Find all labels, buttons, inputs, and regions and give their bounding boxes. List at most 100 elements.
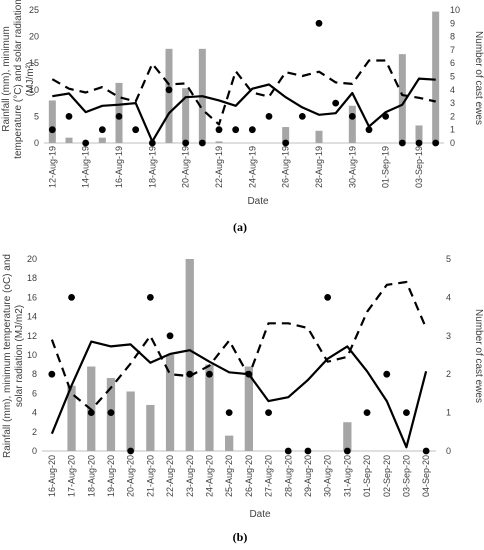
- chart-b-dot: [403, 409, 410, 416]
- chart-b-lines: [50, 280, 428, 449]
- chart-b-caption: (b): [233, 530, 248, 544]
- chart-b-dot: [363, 409, 371, 416]
- chart-a-solid-line: [52, 77, 436, 143]
- chart-b-dot: [146, 294, 154, 301]
- chart-a-bar: [182, 88, 190, 143]
- chart-a-bar: [115, 82, 123, 143]
- chart-b-bar: [67, 385, 76, 451]
- chart-a-bar: [165, 48, 173, 143]
- chart-a-dot: [165, 86, 173, 94]
- chart-b-dot: [343, 447, 351, 455]
- chart-b-bar: [343, 422, 352, 451]
- chart-a-y2label: Number of cast ewes: [473, 31, 484, 125]
- chart-a-dot: [348, 113, 356, 120]
- chart-a-dot: [215, 126, 223, 134]
- chart-a-dot: [232, 126, 240, 134]
- chart-a-bar: [282, 127, 290, 143]
- chart-a-xtick-label: 03-Sep-19: [414, 146, 424, 188]
- chart-b-bar: [225, 435, 234, 451]
- chart-b-bar: [205, 364, 214, 451]
- chart-b-ytick-label: 16: [27, 292, 37, 302]
- chart-a-caption: (a): [233, 220, 247, 234]
- chart-a-y2tick-label: 1: [450, 125, 455, 135]
- chart-b-ytick-label: 18: [27, 273, 37, 283]
- chart-a-dot: [248, 126, 256, 134]
- chart-a-bar: [98, 137, 106, 143]
- chart-a-ylabel-line-1: Rainfall (mm), minimum: [1, 26, 12, 132]
- chart-b-xtick-label: 27-Aug-20: [264, 455, 274, 497]
- chart-a-bar: [348, 105, 356, 143]
- chart-b-dot: [324, 294, 332, 301]
- chart-b-ylabel-line-1: Rainfall (mm), minimum temperature (oC) …: [2, 254, 13, 458]
- chart-b-bar: [244, 366, 253, 451]
- chart-b-xtick-label: 22-Aug-20: [165, 455, 175, 497]
- chart-b-y2tick-label: 3: [446, 331, 451, 341]
- chart-b-dots: [48, 294, 430, 455]
- chart-b-xtick-label: 21-Aug-20: [145, 455, 155, 497]
- chart-a-ytick-label: 20: [29, 32, 39, 42]
- chart-b-dot: [127, 447, 135, 455]
- chart-a-dot: [98, 126, 106, 134]
- chart-a-bar: [65, 137, 73, 143]
- chart-a-ytick-label: 15: [29, 58, 39, 68]
- chart-b-y2tick-label: 0: [446, 446, 451, 456]
- chart-a-dot: [132, 126, 140, 134]
- chart-a-ytick-label: 10: [29, 85, 39, 95]
- chart-b-xtick-label: 31-Aug-20: [342, 455, 352, 497]
- chart-a-dashed-line: [51, 59, 436, 126]
- chart-a-y2tick-label: 4: [450, 85, 455, 95]
- chart-a-dot: [432, 139, 440, 147]
- chart-b-y2tick-label: 2: [446, 369, 451, 379]
- chart-a-dot: [182, 139, 190, 147]
- chart-a-lines: [51, 59, 436, 143]
- chart-a-y2tick-label: 10: [450, 5, 460, 15]
- chart-a-bar: [315, 130, 323, 143]
- chart-b-xtick-label: 03-Sep-20: [401, 455, 411, 497]
- chart-a-y2tick-label: 8: [450, 32, 455, 42]
- chart-a-bar: [215, 141, 223, 143]
- chart-a-tick-labels: 0 5 10 15 20 25 0 1 2 3 4 5 6 7 8 9 10 12-Aug-19 14-Aug-19…: [29, 5, 460, 188]
- chart-b-xtick-label: 30-Aug-20: [323, 455, 333, 497]
- chart-b-xtick-label: 17-Aug-20: [67, 455, 77, 497]
- chart-b-xtick-label: 01-Sep-20: [362, 455, 372, 497]
- chart-a-dot: [82, 139, 90, 147]
- chart-b-solid-line: [50, 340, 428, 449]
- chart-a-y2tick-label: 5: [450, 72, 455, 82]
- chart-a-bar: [398, 54, 406, 143]
- chart-b-dot: [48, 370, 56, 378]
- chart-b-xtick-label: 25-Aug-20: [224, 455, 234, 497]
- chart-a-ytick-label: 25: [29, 5, 39, 15]
- chart-b-ytick-label: 12: [27, 331, 37, 341]
- chart-b-y2tick-label: 4: [446, 292, 451, 302]
- chart-b-ytick-label: 8: [32, 369, 37, 379]
- chart-b-dot: [68, 294, 75, 301]
- chart-b-bar: [165, 355, 175, 451]
- chart-a-xtick-label: 22-Aug-19: [214, 146, 224, 188]
- chart-a-y2tick-label: 7: [450, 45, 455, 55]
- chart-a-y2tick-label: 9: [450, 18, 455, 28]
- chart-b-xtick-label: 04-Sep-20: [421, 455, 431, 497]
- chart-panel-a: 0 5 10 15 20 25 0 1 2 3 4 5 6 7 8 9 10 12-Aug-19 14-Aug-19…: [1, 0, 484, 234]
- chart-b-dot: [225, 409, 233, 416]
- chart-a-dot: [265, 113, 273, 120]
- chart-b-xtick-label: 02-Sep-20: [382, 455, 392, 497]
- chart-b-ytick-label: 4: [32, 408, 37, 418]
- chart-b-y2tick-label: 5: [446, 254, 451, 264]
- chart-b-xtick-label: 26-Aug-20: [244, 455, 254, 497]
- chart-a-bar: [432, 11, 440, 144]
- chart-b-dot: [265, 409, 272, 416]
- chart-b-dot: [383, 370, 391, 378]
- chart-a-y2tick-label: 6: [450, 58, 455, 68]
- chart-a-dot: [332, 99, 340, 107]
- chart-b-y2tick-label: 1: [446, 408, 451, 418]
- chart-a-xtick-label: 18-Aug-19: [147, 146, 157, 188]
- chart-a-xlabel: Date: [247, 196, 269, 207]
- chart-a-dot: [48, 126, 56, 134]
- chart-b-xtick-label: 19-Aug-20: [106, 455, 116, 497]
- chart-b-xtick-label: 24-Aug-20: [204, 455, 214, 497]
- chart-b-ytick-label: 14: [27, 312, 37, 322]
- chart-b-xtick-label: 23-Aug-20: [185, 455, 195, 497]
